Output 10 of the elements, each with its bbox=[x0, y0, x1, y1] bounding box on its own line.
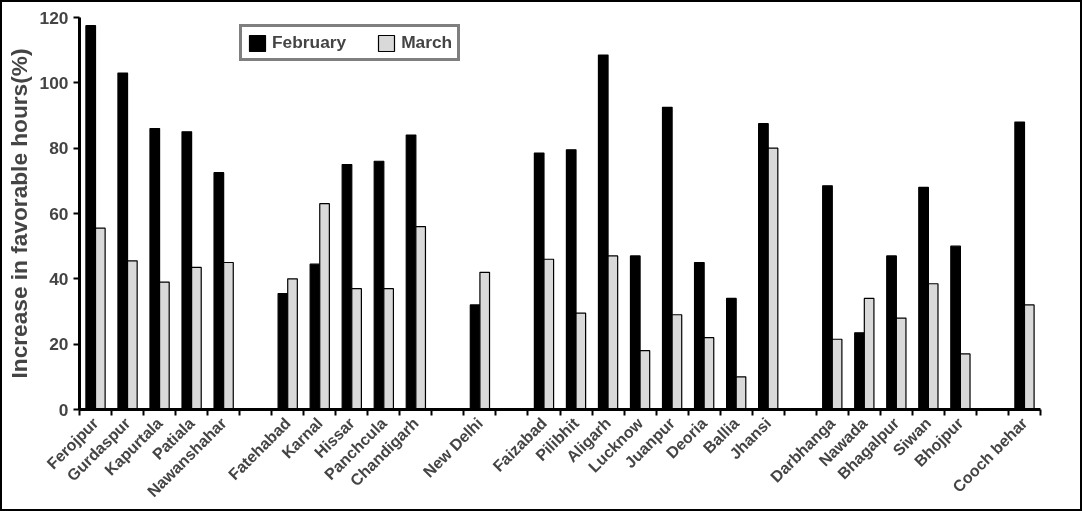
y-tick-label: 120 bbox=[39, 7, 69, 28]
y-tick-label: 40 bbox=[49, 268, 69, 289]
y-tick-label: 0 bbox=[58, 399, 69, 420]
y-tick-label: 80 bbox=[49, 138, 69, 159]
y-tick-label: 100 bbox=[39, 72, 69, 93]
legend-label: February bbox=[272, 32, 347, 53]
legend-label: March bbox=[401, 32, 453, 53]
y-tick-label: 60 bbox=[49, 203, 69, 224]
y-tick-label: 20 bbox=[49, 334, 69, 355]
y-axis-title: Increase in favorable hours(%) bbox=[5, 48, 32, 379]
